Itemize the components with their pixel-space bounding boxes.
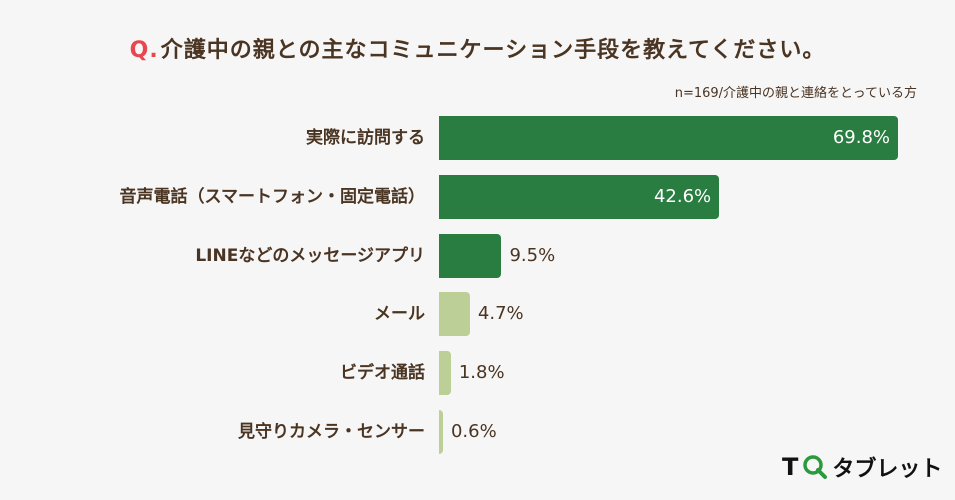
- question-prefix: Q.: [129, 38, 159, 63]
- chart-title: Q.介護中の親との主なコミュニケーション手段を教えてください。: [0, 32, 955, 64]
- bar-row: 音声電話（スマートフォン・固定電話） 42.6%: [0, 175, 955, 219]
- bar-value: 1.8%: [458, 362, 505, 383]
- bar-row: ビデオ通話 1.8%: [0, 351, 955, 395]
- bar-label: 見守りカメラ・センサー: [238, 422, 425, 442]
- bar: [439, 234, 502, 278]
- brand-logo: T タブレット: [782, 452, 942, 482]
- bar-row: 見守りカメラ・センサー 0.6%: [0, 410, 955, 454]
- bar: [439, 351, 451, 395]
- bar-row: 実際に訪問する 69.8%: [0, 116, 955, 160]
- sample-note: n=169/介護中の親と連絡をとっている方: [674, 86, 917, 101]
- bar-label: LINEなどのメッセージアプリ: [195, 246, 425, 266]
- bar: [439, 410, 443, 454]
- bar-row: メール 4.7%: [0, 292, 955, 336]
- bar-row: LINEなどのメッセージアプリ 9.5%: [0, 234, 955, 278]
- bar: 42.6%: [439, 175, 720, 219]
- bar-value: 9.5%: [509, 245, 556, 266]
- bar: [439, 292, 470, 336]
- magnifier-q-icon: [802, 454, 828, 480]
- bar: 69.8%: [439, 116, 898, 160]
- question-text: 介護中の親との主なコミュニケーション手段を教えてください。: [160, 38, 826, 63]
- bar-value: 69.8%: [832, 127, 890, 148]
- logo-text: タブレット: [832, 457, 943, 482]
- bar-label: ビデオ通話: [340, 363, 425, 383]
- bar-label: メール: [374, 304, 425, 324]
- logo-t: T: [782, 453, 799, 481]
- bar-label: 音声電話（スマートフォン・固定電話）: [119, 187, 426, 207]
- bar-value: 4.7%: [477, 303, 524, 324]
- bar-value: 42.6%: [653, 186, 712, 207]
- bar-label: 実際に訪問する: [306, 128, 425, 148]
- bar-value: 0.6%: [450, 421, 497, 442]
